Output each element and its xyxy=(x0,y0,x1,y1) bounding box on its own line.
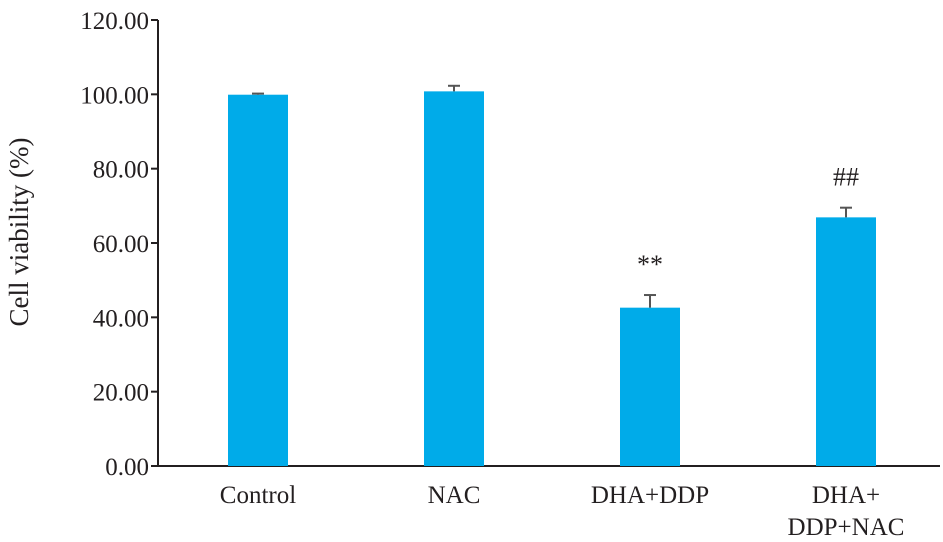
significance-label: ## xyxy=(833,163,859,192)
error-bars xyxy=(252,84,852,308)
y-tick-label: 100.00 xyxy=(80,82,149,109)
category-label: DHA+DDP xyxy=(591,482,709,509)
y-tick-label: 40.00 xyxy=(93,305,149,332)
bar xyxy=(620,307,680,466)
bar xyxy=(424,91,484,467)
bar-series xyxy=(228,91,876,467)
category-label: DHA+ xyxy=(812,482,880,509)
y-tick-label: 20.00 xyxy=(93,380,149,407)
y-tick-label: 0.00 xyxy=(105,454,149,481)
bar xyxy=(228,94,288,466)
y-axis: 0.00 20.00 40.00 60.00 80.00 100.00 120.00 xyxy=(80,8,159,481)
y-tick-label: 60.00 xyxy=(93,231,149,258)
category-label: Control xyxy=(220,482,296,509)
significance-label: ** xyxy=(637,250,663,279)
bar xyxy=(816,217,876,466)
category-labels: Control NAC DHA+DDP DHA+ DDP+NAC xyxy=(220,482,905,541)
y-tick-label: 120.00 xyxy=(80,8,149,35)
y-axis-title: Cell viability (%) xyxy=(4,138,34,327)
y-tick-label: 80.00 xyxy=(93,157,149,184)
significance-annotations: ** ## xyxy=(637,163,859,279)
category-label: NAC xyxy=(428,482,481,509)
category-label: DDP+NAC xyxy=(788,514,905,541)
